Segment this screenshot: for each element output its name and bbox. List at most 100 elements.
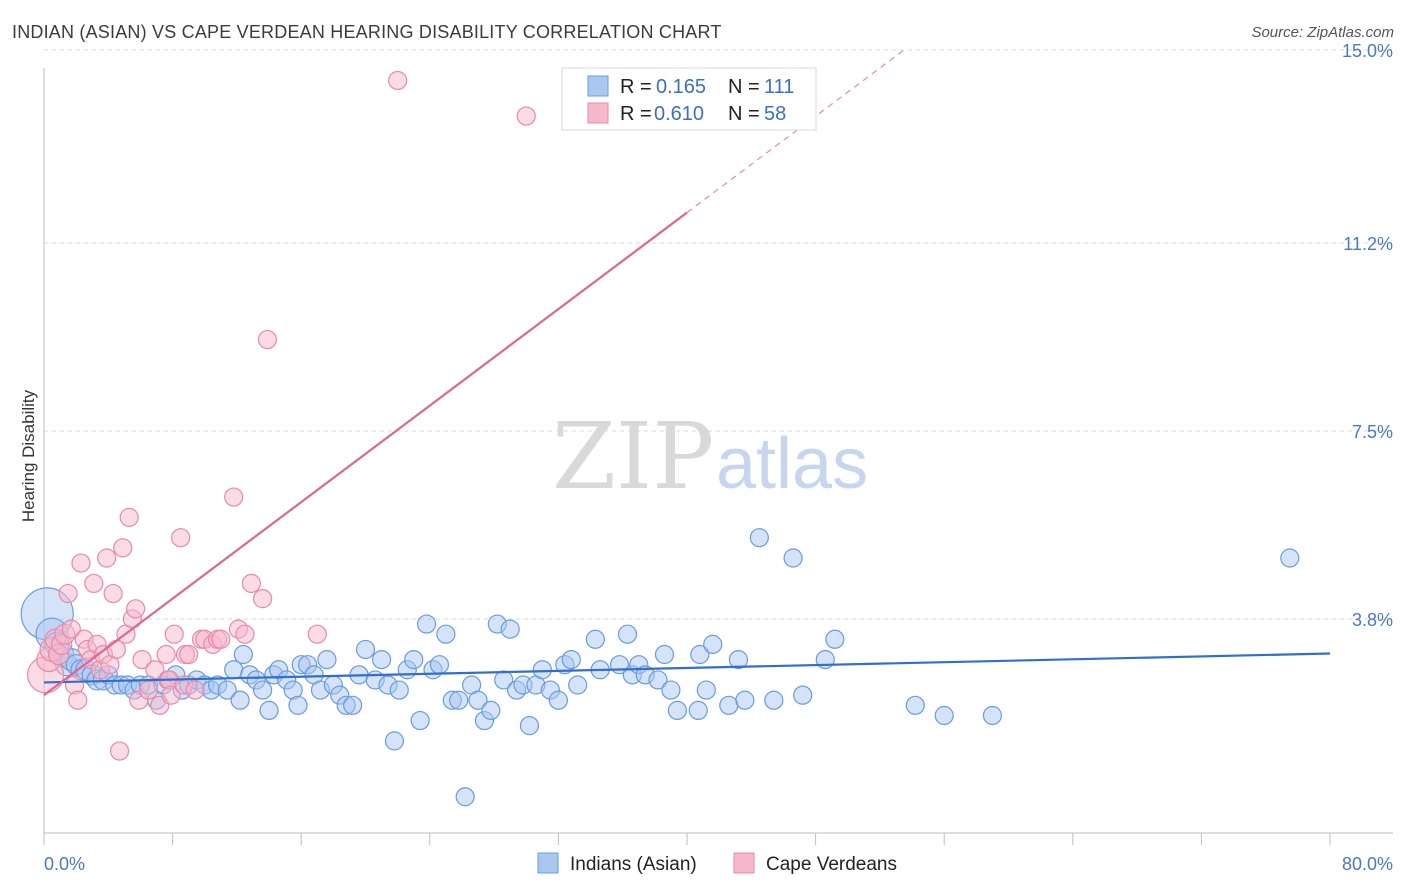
axes xyxy=(43,68,1393,845)
cape-verdeans-point-37 xyxy=(161,685,181,705)
cape-verdeans-point-56 xyxy=(388,70,408,91)
cape-verdeans-point-28 xyxy=(126,599,146,619)
legend-label-cape-verdeans: Cape Verdeans xyxy=(766,854,897,875)
indians-asian-point-69 xyxy=(468,690,488,710)
cape-verdeans-point-53 xyxy=(253,589,273,609)
indians-asian-point-79 xyxy=(532,660,552,680)
indians-asian-point-46 xyxy=(317,649,337,670)
legend-n-label-1: N = xyxy=(728,76,760,98)
cape-verdeans-point-24 xyxy=(113,538,133,558)
correlation-legend: R = 0.165 N = 111 R = 0.610 N = 58 xyxy=(561,67,817,131)
x-tick-label-min: 0.0% xyxy=(44,854,85,874)
x-tick-label-max: 80.0% xyxy=(1342,854,1393,874)
legend-swatch-blue xyxy=(587,75,609,97)
indians-asian-point-71 xyxy=(481,700,501,721)
cape-verdeans-point-32 xyxy=(145,660,165,680)
cape-verdeans-point-54 xyxy=(257,329,278,350)
y-tick-label-2: 11.2% xyxy=(1343,234,1393,254)
indians-asian-point-112 xyxy=(1280,548,1300,568)
watermark-zip: ZIP xyxy=(552,403,714,510)
indians-asian-point-60 xyxy=(410,710,430,731)
trend-line-cape-verdeans xyxy=(43,211,688,697)
cape-verdeans-point-49 xyxy=(224,487,244,507)
indians-asian-point-77 xyxy=(519,716,540,736)
indians-asian-point-35 xyxy=(253,680,273,700)
trend-line-indians-asian xyxy=(43,652,1331,684)
series-legend: Indians (Asian) Cape Verdeans xyxy=(537,852,897,875)
indians-asian-point-102 xyxy=(735,690,755,710)
legend-r-value-2: 0.610 xyxy=(654,103,704,125)
indians-asian-point-50 xyxy=(343,695,363,715)
legend-n-label-2: N = xyxy=(728,103,760,125)
legend-swatch-pink xyxy=(587,102,609,124)
cape-verdeans-point-38 xyxy=(164,624,184,644)
indians-asian-point-101 xyxy=(728,649,749,670)
cape-verdeans-point-10 xyxy=(68,690,88,710)
cape-verdeans-point-31 xyxy=(138,680,159,700)
y-tick-label-3: 15.0% xyxy=(1342,41,1393,61)
indians-asian-point-98 xyxy=(696,680,716,700)
indians-asian-point-59 xyxy=(404,649,424,670)
indians-asian-point-94 xyxy=(661,680,681,700)
cape-verdeans-point-51 xyxy=(235,624,255,644)
cape-verdeans-point-15 xyxy=(84,573,104,594)
gridlines xyxy=(44,49,1393,620)
cape-verdeans-point-21 xyxy=(103,583,123,604)
cape-verdeans-point-34 xyxy=(156,644,176,665)
indians-asian-point-109 xyxy=(905,695,925,715)
indians-asian-point-36 xyxy=(259,700,279,721)
indians-asian-point-54 xyxy=(371,649,392,670)
cape-verdeans-point-26 xyxy=(119,507,139,527)
indians-asian-point-88 xyxy=(617,624,638,644)
y-tick-label-0: 3.8% xyxy=(1352,610,1393,630)
indians-asian-point-74 xyxy=(500,619,520,639)
legend-swatch-cape-verdeans xyxy=(733,852,755,874)
legend-n-value-1: 111 xyxy=(764,76,794,98)
cape-verdeans-point-57 xyxy=(516,106,536,126)
y-tick-labels: 3.8% 7.5% 11.2% 15.0% xyxy=(1342,41,1393,630)
indians-asian-point-97 xyxy=(688,700,708,721)
cape-verdeans-point-7 xyxy=(58,583,78,604)
indians-asian-point-63 xyxy=(429,655,450,675)
indians-asian-point-83 xyxy=(561,649,581,670)
cape-verdeans-point-30 xyxy=(132,649,152,670)
indians-asian-point-52 xyxy=(355,639,376,660)
legend-swatch-indians xyxy=(537,852,559,874)
indians-asian-point-111 xyxy=(982,705,1003,726)
indians-asian-point-99 xyxy=(703,634,723,654)
legend-label-indians: Indians (Asian) xyxy=(570,854,697,875)
indians-asian-point-104 xyxy=(764,690,784,710)
cape-verdeans-point-19 xyxy=(97,548,117,568)
indians-asian-point-100 xyxy=(719,695,739,715)
legend-r-label-2: R = xyxy=(620,103,652,125)
indians-asian-point-85 xyxy=(585,629,605,649)
cape-verdeans-point-39 xyxy=(171,528,191,548)
trend-lines xyxy=(43,49,1331,697)
indians-asian-point-64 xyxy=(436,624,456,644)
cape-verdeans-point-55 xyxy=(307,624,327,644)
indians-asian-point-41 xyxy=(288,695,308,715)
legend-r-label-1: R = xyxy=(620,76,652,98)
indians-asian-point-106 xyxy=(793,685,813,705)
indians-asian-point-110 xyxy=(934,705,954,726)
cape-verdeans-point-23 xyxy=(109,741,130,761)
source-credit: Source: ZipAtlas.com xyxy=(1251,24,1394,41)
indians-asian-point-67 xyxy=(455,787,475,807)
chart-title: INDIAN (ASIAN) VS CAPE VERDEAN HEARING D… xyxy=(12,22,722,42)
cape-verdeans-point-48 xyxy=(211,629,231,649)
indians-asian-point-105 xyxy=(783,548,803,568)
indians-asian-point-108 xyxy=(825,629,845,649)
indians-asian-point-56 xyxy=(384,731,405,751)
indians-asian-point-96 xyxy=(690,644,710,665)
trend-line-cape-verdeans-extension xyxy=(686,49,905,214)
cape-verdeans-point-42 xyxy=(179,644,199,665)
indians-asian-point-32 xyxy=(233,644,253,665)
indians-asian-point-73 xyxy=(494,670,514,690)
indians-asian-point-57 xyxy=(389,680,409,700)
cape-verdeans-point-43 xyxy=(185,680,205,700)
indians-asian-point-92 xyxy=(648,670,668,690)
indians-asian-point-103 xyxy=(749,528,769,548)
cape-verdeans-point-11 xyxy=(71,553,91,573)
legend-r-value-1: 0.165 xyxy=(656,76,706,98)
